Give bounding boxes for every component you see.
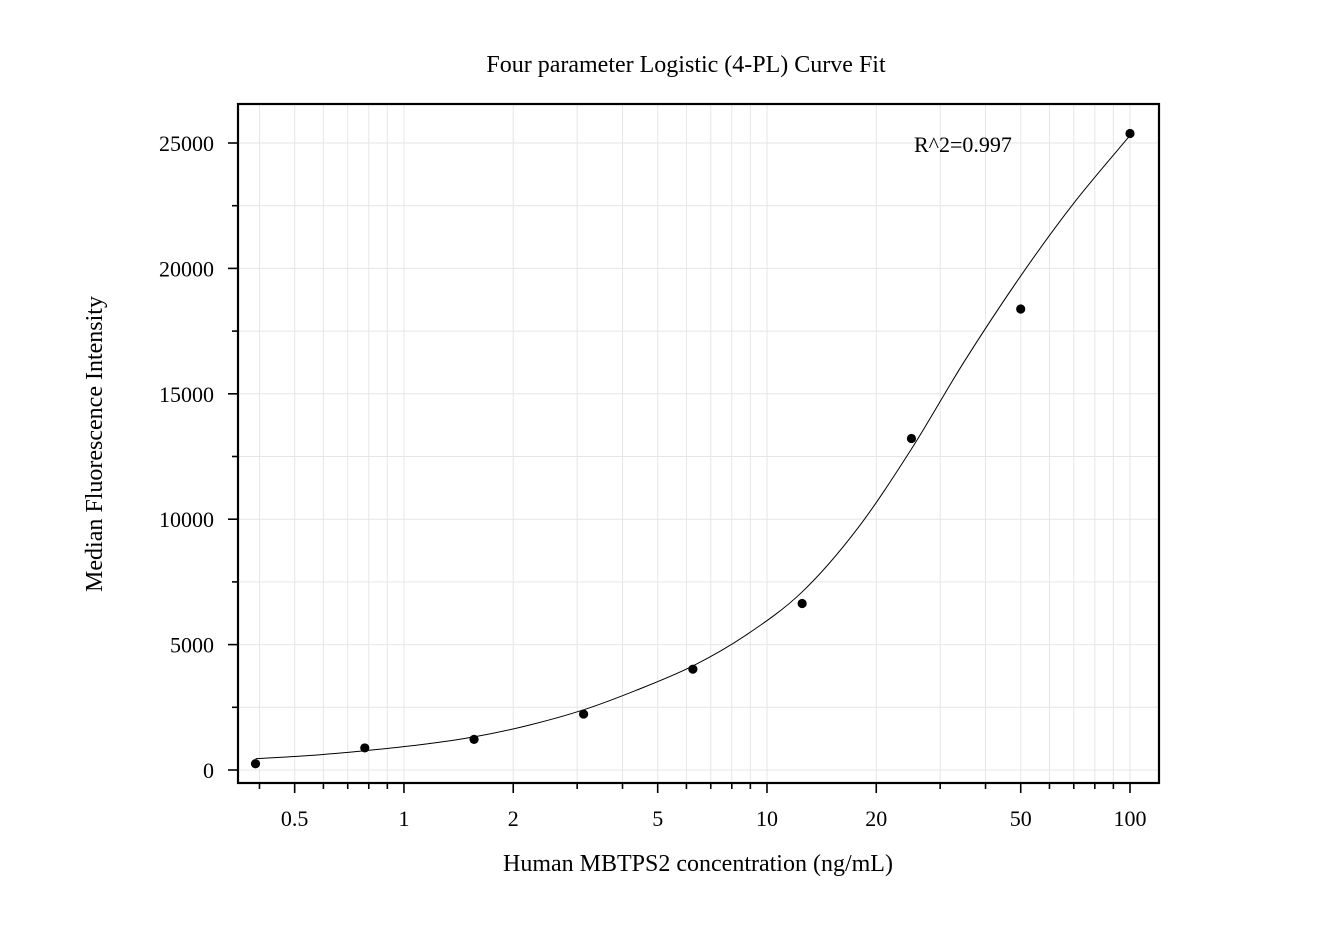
data-point [578,709,589,719]
x-tick-label: 0.5 [281,806,309,831]
x-tick-label: 20 [865,806,887,831]
y-axis-label: Median Fluorescence Intensity [82,296,108,592]
fit-curve [255,135,1131,760]
data-point [1016,304,1026,314]
x-tick-label: 5 [652,806,663,831]
plot-frame [236,102,1161,785]
y-tick-label: 20000 [159,256,214,281]
data-point [797,598,807,609]
data-point [688,664,698,674]
y-tick-label: 25000 [159,131,214,156]
y-tick-label: 0 [203,758,214,783]
x-axis: 0.5 1 2 5 10 20 50 100 [258,783,1147,831]
data-points [250,128,1135,769]
data-point [906,433,917,444]
chart-title: Four parameter Logistic (4-PL) Curve Fit [486,52,886,78]
y-tick-label: 5000 [170,633,214,658]
x-tick-label: 10 [756,806,778,831]
x-tick-label: 1 [398,806,409,831]
x-axis-label: Human MBTPS2 concentration (ng/mL) [503,851,893,877]
y-tick-label: 15000 [159,382,214,407]
data-point [250,759,261,769]
r-squared-annotation: R^2=0.997 [914,132,1012,157]
y-axis: 0 5000 10000 15000 20000 25000 [159,131,238,783]
x-tick-label: 2 [508,806,519,831]
x-tick-label: 100 [1114,806,1147,831]
x-tick-label: 50 [1010,806,1032,831]
data-point [1125,128,1135,139]
data-point [360,743,370,753]
data-point [469,734,479,745]
grid-lines [238,104,1159,783]
y-tick-label: 10000 [159,507,214,532]
